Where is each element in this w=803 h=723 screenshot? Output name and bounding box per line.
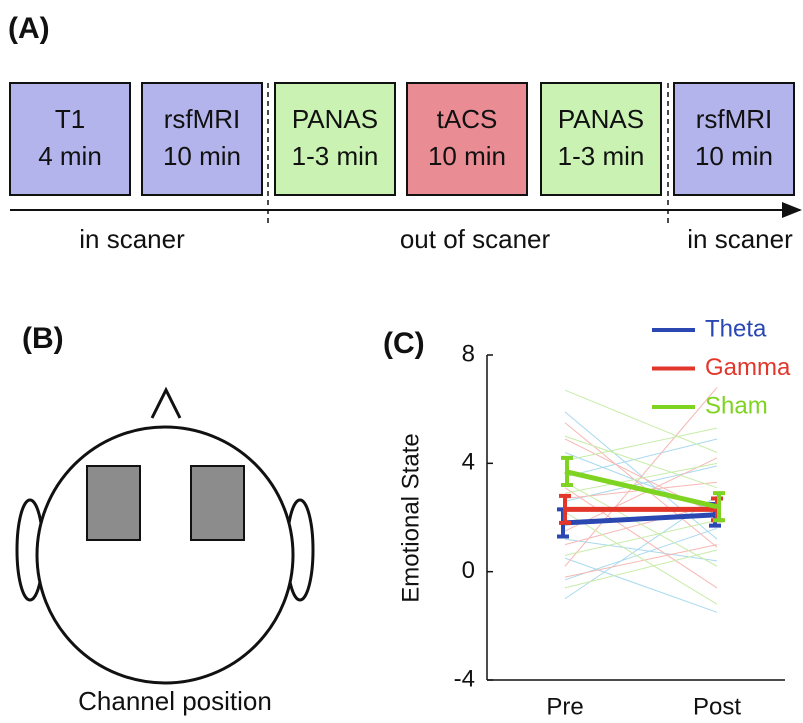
legend-label: Theta — [705, 315, 767, 342]
y-tick-label: 8 — [462, 340, 475, 367]
y-tick-label: 0 — [462, 557, 475, 584]
step-duration: 4 min — [38, 141, 102, 171]
panel-a: (A) T1 4 min rsfMRI 10 min PANAS 1-3 min tACS 1… — [8, 12, 800, 254]
subject-line — [565, 558, 717, 612]
step-duration: 1-3 min — [292, 141, 379, 171]
step-name: T1 — [55, 104, 85, 134]
step-name: rsfMRI — [696, 104, 773, 134]
legend-label: Sham — [705, 392, 768, 419]
step-name: rsfMRI — [164, 104, 241, 134]
step-box — [407, 83, 527, 195]
nose — [152, 390, 180, 418]
panel-c: (C) Emotional State -4 0 4 8 Pre Post Theta Gam… — [383, 315, 791, 720]
head — [37, 427, 293, 683]
step-name: PANAS — [558, 104, 644, 134]
panel-label: (C) — [383, 327, 425, 360]
figure: (A) T1 4 min rsfMRI 10 min PANAS 1-3 min tACS 1… — [0, 0, 803, 723]
step-box — [674, 83, 794, 195]
phase-label: in scaner — [79, 224, 185, 254]
step-duration: 10 min — [163, 141, 241, 171]
phase-label: out of scaner — [400, 224, 551, 254]
subject-line — [565, 545, 717, 578]
legend-label: Gamma — [705, 354, 791, 381]
caption: Channel position — [78, 686, 272, 716]
step-duration: 10 min — [428, 141, 506, 171]
panel-b: (B) Channel position — [17, 322, 313, 716]
panel-label: (B) — [22, 322, 64, 355]
mean-line — [565, 515, 717, 523]
subject-line — [565, 390, 717, 452]
x-tick-label: Post — [693, 693, 741, 720]
phase-label: in scaner — [687, 224, 793, 254]
step-duration: 1-3 min — [558, 141, 645, 171]
y-tick-label: 4 — [462, 449, 475, 476]
electrode — [87, 466, 140, 540]
panel-label: (A) — [8, 12, 50, 45]
step-box — [541, 83, 661, 195]
step-name: tACS — [437, 104, 498, 134]
step-name: PANAS — [292, 104, 378, 134]
y-tick-label: -4 — [454, 665, 475, 692]
step-box — [142, 83, 262, 195]
subject-line — [565, 550, 717, 588]
x-tick-label: Pre — [546, 693, 583, 720]
electrode — [191, 466, 244, 540]
y-axis-label: Emotional State — [397, 433, 424, 602]
step-duration: 10 min — [695, 141, 773, 171]
step-box — [275, 83, 395, 195]
step-box — [10, 83, 130, 195]
